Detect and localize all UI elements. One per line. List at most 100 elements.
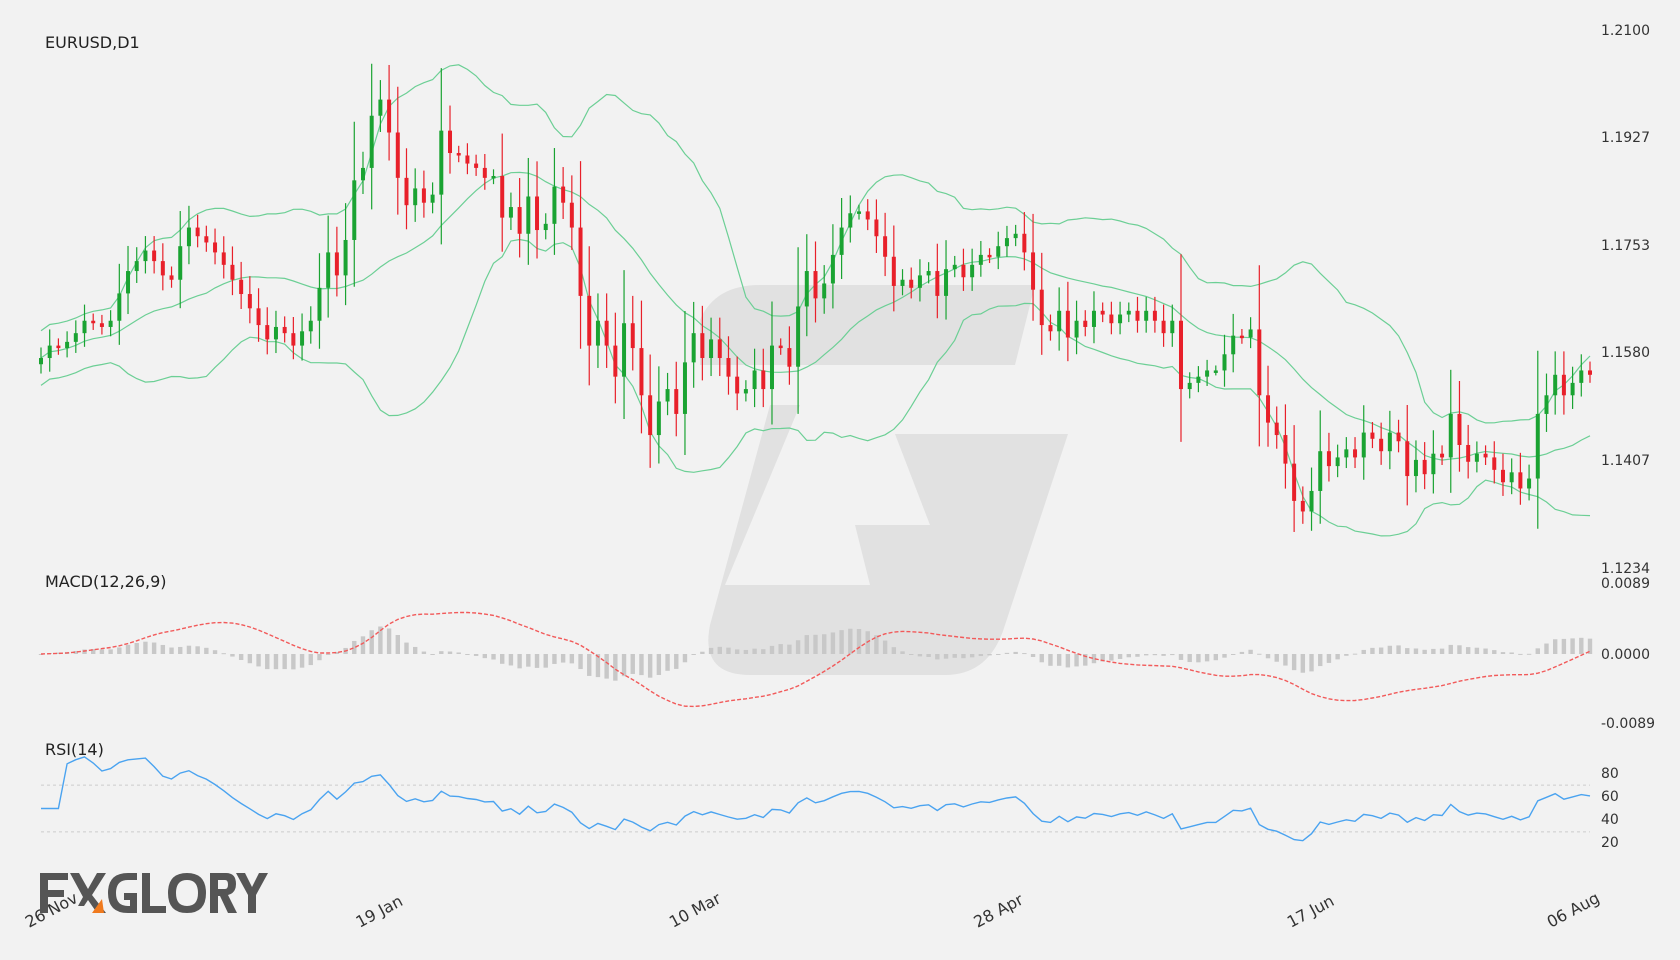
candle-body (587, 295, 592, 346)
candle (822, 265, 827, 314)
macd-hist-bar (708, 647, 714, 654)
macd-hist-bar (369, 630, 374, 654)
candle (709, 317, 714, 377)
candle (1292, 425, 1297, 532)
macd-hist-bar (447, 651, 453, 654)
candles (39, 63, 1592, 532)
candle-body (952, 264, 957, 270)
macd-hist-bar (691, 654, 696, 655)
candle-body (1396, 432, 1401, 442)
candle-body (1135, 310, 1140, 321)
candle (1440, 445, 1445, 465)
candle-body (143, 250, 148, 262)
macd-hist-bar (1579, 637, 1584, 654)
macd-hist-bar (996, 654, 1001, 655)
macd-hist-bar (839, 630, 844, 654)
rsi-panel-title: RSI(14) (45, 740, 104, 759)
price-y-tick-0: 1.2100 (1601, 23, 1650, 39)
candle (1448, 369, 1453, 493)
macd-hist-bar (456, 652, 461, 654)
candle-body (326, 252, 331, 288)
candle (195, 214, 200, 248)
macd-hist-bar (1561, 638, 1567, 654)
candle (1118, 301, 1123, 335)
candle (508, 192, 513, 230)
rsi-y-tick-3: 20 (1601, 835, 1619, 851)
candle-body (717, 339, 722, 359)
macd-hist-bar (587, 654, 592, 676)
candle (622, 270, 627, 420)
candle-body (1205, 370, 1210, 377)
macd-hist-bar (125, 644, 131, 654)
candle-body (300, 331, 305, 346)
candle-body (360, 167, 365, 181)
macd-hist-bar (969, 654, 975, 658)
macd-hist-bar (308, 654, 313, 666)
macd-hist-bar (909, 654, 914, 655)
candle (1344, 437, 1349, 469)
candle-body (1492, 457, 1497, 470)
macd-hist-bar (734, 649, 740, 654)
candle (535, 161, 540, 259)
candle (1083, 310, 1088, 337)
candle-body (1231, 335, 1236, 355)
candle-body (221, 252, 226, 265)
macd-hist-bar (1500, 652, 1506, 654)
candle-body (1413, 459, 1418, 477)
macd-hist-bar (1465, 647, 1471, 654)
candle (552, 148, 557, 255)
candle-body (970, 264, 975, 278)
macd-hist-bar (1492, 650, 1497, 654)
candle-body (395, 132, 400, 178)
candle (682, 310, 687, 455)
candle-body (752, 370, 757, 390)
candle (1013, 224, 1018, 247)
candle (334, 226, 339, 297)
macd-hist-bar (1100, 654, 1105, 662)
macd-hist-bar (473, 654, 479, 656)
candle-body (595, 320, 600, 346)
candle-body (160, 261, 165, 276)
candle (1161, 304, 1166, 347)
candle-body (73, 333, 78, 342)
candle (935, 243, 940, 319)
macd-hist-bar (325, 654, 331, 655)
candle (186, 205, 191, 265)
candle (665, 372, 670, 416)
candle (430, 182, 435, 214)
macd-hist-bar (822, 634, 827, 654)
macd-hist-bar (204, 647, 209, 654)
macd-hist-bar (1091, 654, 1097, 664)
price-y-tick-1: 1.1927 (1601, 130, 1650, 146)
candle-body (1457, 413, 1462, 445)
candle (778, 338, 783, 355)
candle (256, 288, 261, 342)
candle (970, 248, 975, 291)
candle (1039, 252, 1044, 355)
macd-hist-bar (674, 654, 679, 669)
candle-body (796, 306, 801, 367)
macd-hist-bar (273, 654, 279, 670)
candle-body (456, 153, 461, 156)
candle (839, 197, 844, 279)
macd-hist-bar (291, 654, 296, 670)
macd-hist-bar (56, 652, 61, 654)
candle (152, 236, 157, 274)
macd-hist-bar (769, 645, 775, 654)
macd-hist-bar (1518, 653, 1523, 655)
macd-hist-bar (1335, 654, 1340, 660)
candle-body (709, 339, 714, 359)
macd-hist-bar (1587, 638, 1593, 654)
candle-body (1213, 370, 1218, 373)
macd-hist-bar (943, 654, 949, 659)
candle (1091, 291, 1096, 344)
candle (1231, 313, 1236, 373)
macd-hist-bar (1483, 648, 1488, 654)
candle-body (1022, 233, 1027, 253)
candle-body (369, 115, 374, 168)
candle (700, 305, 705, 381)
candle-body (1431, 453, 1436, 475)
candle-body (108, 320, 113, 327)
macd-hist-bar (1378, 647, 1384, 654)
candle-body (169, 275, 174, 280)
